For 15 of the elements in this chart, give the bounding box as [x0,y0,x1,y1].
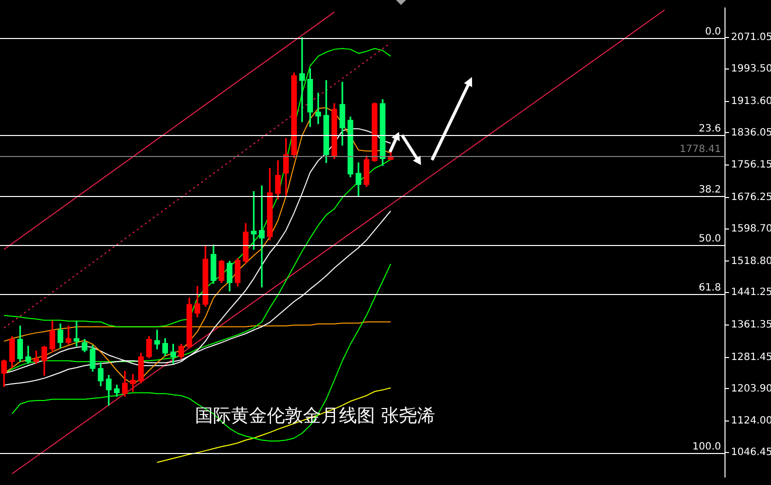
y-tick-label: 1361.35 [731,320,771,331]
annotation: 38.2 [698,184,721,196]
annotation: 0.0 [705,26,721,38]
y-tick-label: 1756.15 [731,160,771,171]
annotation: 50.0 [698,234,721,245]
ref-line-label: 1778.41 [680,144,721,156]
annotation: 61.8 [698,282,721,294]
y-tick-label: 1441.25 [731,287,771,298]
y-tick-label: 2071.05 [731,32,771,44]
y-tick-label: 1281.45 [731,352,771,363]
annotation: 100.0 [692,442,721,453]
y-tick-label: 1676.25 [731,192,771,204]
y-tick-label: 1046.45 [731,447,771,458]
annotation: 23.6 [698,124,721,135]
y-tick-label: 1836.05 [731,127,771,138]
